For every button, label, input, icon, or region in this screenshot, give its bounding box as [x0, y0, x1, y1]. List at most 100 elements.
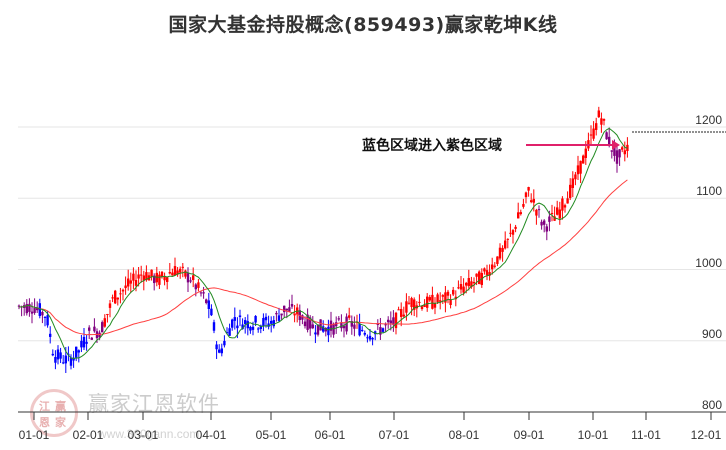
candle-body — [579, 160, 582, 174]
candle-body — [64, 355, 67, 364]
watermark-logo: 江 赢 恩 家 — [30, 389, 78, 437]
candle-body — [46, 315, 49, 326]
candle-body — [470, 281, 473, 288]
candle-body — [400, 309, 403, 317]
candle-body — [366, 337, 369, 339]
candle-body — [571, 178, 574, 188]
candle-body — [225, 332, 229, 334]
candle-body — [600, 118, 603, 125]
chart-annotation: 蓝色区域进入紫色区域 — [362, 138, 502, 154]
candle-body — [329, 320, 333, 331]
candle-body — [101, 322, 104, 333]
candle-body — [563, 205, 567, 208]
candle-body — [537, 209, 541, 211]
candle-body — [532, 198, 535, 203]
candle-body — [462, 286, 465, 293]
candle-body — [465, 282, 468, 286]
candle-body — [275, 312, 278, 315]
candle-body — [137, 274, 140, 279]
candle-body — [33, 307, 36, 313]
candle-body — [530, 200, 533, 203]
candle-body — [121, 289, 125, 292]
candle-body — [179, 268, 182, 273]
candle-body — [371, 337, 374, 340]
x-tick-label: 05-01 — [255, 428, 287, 442]
candle-body — [368, 335, 372, 340]
candle-body — [428, 297, 431, 301]
candle-body — [610, 150, 613, 152]
candle-body — [319, 319, 322, 331]
candle-body — [472, 282, 476, 284]
candle-body — [233, 317, 236, 321]
candle-body — [439, 300, 442, 302]
candle-body — [566, 198, 569, 204]
candle-body — [249, 326, 252, 331]
candle-body — [62, 362, 65, 364]
candle-body — [535, 209, 538, 216]
candle-body — [85, 341, 88, 344]
candle-body — [25, 304, 28, 314]
candle-body — [267, 323, 270, 327]
chart-title: 国家大基金持股概念(859493)赢家乾坤K线 — [168, 14, 558, 36]
candle-body — [545, 226, 548, 232]
candle-body — [111, 297, 114, 299]
candle-body — [277, 315, 281, 321]
candle-body — [171, 272, 174, 276]
candle-body — [504, 240, 507, 249]
candle-body — [584, 148, 587, 158]
x-tick-label: 09-01 — [513, 428, 545, 442]
y-tick-label: 800 — [701, 398, 722, 412]
candle-body — [207, 300, 210, 309]
candle-body — [93, 326, 96, 332]
candle-body — [431, 294, 434, 309]
x-tick-label: 07-01 — [378, 428, 410, 442]
candle-body — [189, 280, 192, 282]
candle-body — [556, 207, 559, 215]
x-tick-label: 12-01 — [690, 428, 722, 442]
candle-body — [251, 326, 255, 330]
x-tick-label: 10-01 — [577, 428, 609, 442]
candle-body — [288, 307, 291, 312]
candle-body — [540, 221, 543, 226]
candle-body — [59, 352, 62, 359]
candle-body — [166, 277, 169, 282]
candle-body — [384, 324, 387, 326]
candle-body — [28, 303, 31, 312]
ma-short-line — [18, 127, 628, 360]
candle-body — [389, 320, 392, 324]
candle-body — [602, 119, 606, 121]
candle-body — [548, 216, 551, 222]
candle-body — [82, 336, 86, 348]
candle-body — [90, 337, 93, 340]
candle-body — [353, 324, 356, 329]
candle-body — [405, 301, 408, 313]
candle-body — [228, 328, 231, 336]
candle-body — [589, 134, 593, 136]
candle-body — [436, 294, 439, 303]
candle-body — [446, 291, 450, 296]
candle-body — [173, 266, 177, 276]
candle-body — [459, 284, 463, 290]
candle-body — [441, 295, 444, 297]
candle-body — [452, 289, 455, 295]
candle-body — [506, 238, 509, 240]
candle-body — [337, 318, 340, 320]
candle-body — [342, 326, 346, 329]
x-tick-label: 08-01 — [448, 428, 480, 442]
candle-body — [324, 327, 327, 332]
candle-body — [475, 273, 478, 277]
candle-body — [72, 357, 75, 361]
candle-body — [376, 323, 379, 325]
candle-body — [54, 357, 57, 363]
candle-body — [194, 284, 197, 290]
candle-body — [283, 305, 286, 313]
candle-body — [527, 187, 530, 191]
candle-body — [290, 304, 294, 307]
candle-body — [509, 232, 512, 234]
y-tick-label: 1100 — [696, 184, 722, 198]
candle-body — [116, 297, 119, 300]
candle-body — [457, 287, 460, 289]
candle-body — [163, 276, 166, 281]
candle-body — [186, 273, 190, 283]
candle-body — [423, 305, 426, 308]
